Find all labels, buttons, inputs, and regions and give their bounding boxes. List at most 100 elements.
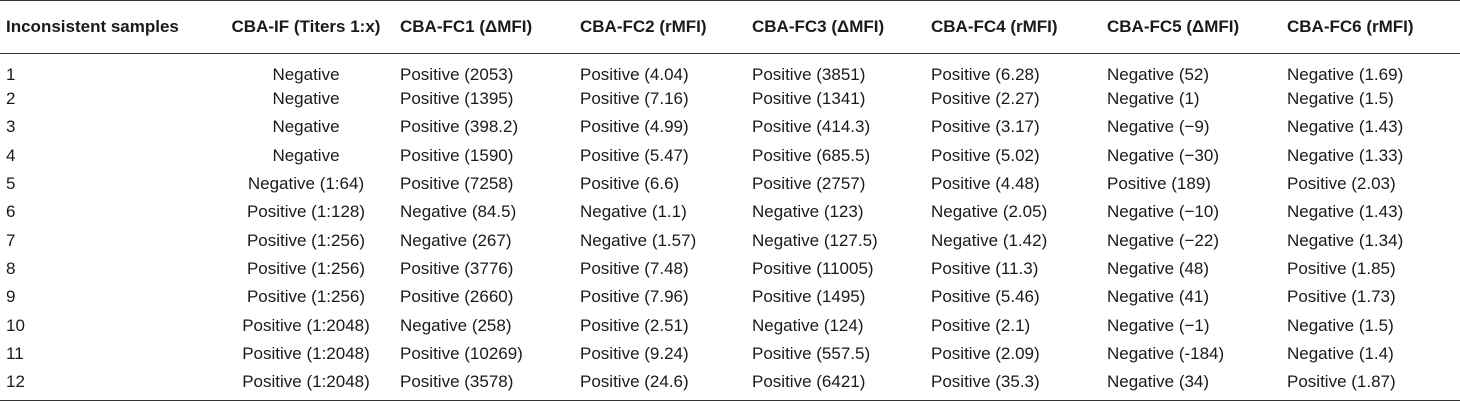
cba-fc5-cell: Negative (41) [1107, 287, 1210, 307]
table-row: 5 Negative (1:64) Positive (7258) Positive … [0, 170, 1460, 198]
header-cba-fc2: CBA-FC2 (rMFI) [580, 16, 707, 36]
sample-id-cell: 9 [6, 287, 16, 307]
header-cba-if: CBA-IF (Titers 1:x) [231, 16, 381, 36]
sample-id-cell: 2 [6, 89, 16, 109]
table-header-rule [0, 53, 1460, 54]
cba-if-cell: Negative [272, 89, 340, 109]
cba-fc3-cell: Positive (1495) [752, 287, 866, 307]
sample-id-cell: 1 [6, 65, 16, 84]
cba-fc3-cell: Positive (557.5) [752, 343, 871, 363]
cba-fc5-cell: Negative (−1) [1107, 315, 1210, 335]
header-cba-fc6: CBA-FC6 (rMFI) [1287, 16, 1414, 36]
table-row: 2 Negative Positive (1395) Positive (7.16) P… [0, 85, 1460, 113]
table-row: 10 Positive (1:2048) Negative (258) Positiv… [0, 311, 1460, 339]
cba-fc4-cell: Positive (4.48) [931, 174, 1040, 194]
cba-fc5-cell: Negative (-184) [1107, 343, 1225, 363]
cba-if-cell: Negative (1:64) [247, 174, 365, 194]
cba-fc2-cell: Positive (2.51) [580, 315, 689, 335]
sample-id-cell: 3 [6, 117, 16, 137]
table-row: 4 Negative Positive (1590) Positive (5.47) P… [0, 142, 1460, 170]
sample-id-cell: 8 [6, 258, 16, 278]
cba-fc3-cell: Positive (414.3) [752, 117, 871, 137]
cba-fc1-cell: Positive (3776) [400, 258, 514, 278]
cba-fc6-cell: Negative (1.34) [1287, 230, 1404, 250]
cba-fc1-cell: Positive (10269) [400, 343, 523, 363]
cba-if-cell: Positive (1:2048) [242, 343, 370, 363]
cba-fc4-cell: Positive (2.09) [931, 343, 1040, 363]
cba-fc1-cell: Negative (258) [400, 315, 512, 335]
cba-fc4-cell: Positive (5.46) [931, 287, 1040, 307]
sample-id-cell: 10 [6, 315, 25, 335]
cba-fc1-cell: Positive (3578) [400, 372, 514, 392]
table-top-rule [0, 0, 1460, 1]
cba-fc5-cell: Negative (−22) [1107, 230, 1219, 250]
cba-fc5-cell: Negative (48) [1107, 258, 1210, 278]
cba-fc6-cell: Positive (2.03) [1287, 174, 1396, 194]
header-cba-fc4: CBA-FC4 (rMFI) [931, 16, 1058, 36]
cba-fc4-cell: Negative (2.05) [931, 202, 1048, 222]
header-cba-fc5: CBA-FC5 (ΔMFI) [1107, 16, 1240, 36]
cba-fc1-cell: Positive (2053) [400, 65, 514, 84]
table-row: 8 Positive (1:256) Positive (3776) Positive… [0, 255, 1460, 283]
header-cba-fc3: CBA-FC3 (ΔMFI) [752, 16, 885, 36]
cba-fc2-cell: Positive (7.48) [580, 258, 689, 278]
sample-id-cell: 6 [6, 202, 16, 222]
cba-fc2-cell: Positive (9.24) [580, 343, 689, 363]
cba-fc6-cell: Negative (1.4) [1287, 343, 1394, 363]
cba-fc1-cell: Negative (84.5) [400, 202, 517, 222]
cba-fc2-cell: Positive (4.99) [580, 117, 689, 137]
cba-fc2-cell: Positive (7.16) [580, 89, 689, 109]
cba-fc3-cell: Positive (1341) [752, 89, 866, 109]
cba-fc6-cell: Positive (1.73) [1287, 287, 1396, 307]
cba-fc3-cell: Negative (123) [752, 202, 864, 222]
cba-fc4-cell: Negative (1.42) [931, 230, 1048, 250]
cba-fc4-cell: Positive (11.3) [931, 258, 1039, 278]
cba-fc5-cell: Negative (−10) [1107, 202, 1219, 222]
table-row: 11 Positive (1:2048) Positive (10269) Posit… [0, 340, 1460, 368]
table-row: 12 Positive (1:2048) Positive (3578) Positi… [0, 368, 1460, 396]
cba-fc3-cell: Negative (124) [752, 315, 864, 335]
cba-fc4-cell: Positive (3.17) [931, 117, 1040, 137]
cba-fc3-cell: Positive (2757) [752, 174, 866, 194]
cba-fc6-cell: Positive (1.85) [1287, 258, 1396, 278]
table-header: Inconsistent samples CBA-IF (Titers 1:x)… [0, 0, 1460, 53]
cba-fc2-cell: Positive (7.96) [580, 287, 689, 307]
cba-fc2-cell: Positive (5.47) [580, 145, 689, 165]
sample-id-cell: 12 [6, 372, 25, 392]
cba-fc5-cell: Negative (−9) [1107, 117, 1210, 137]
cba-fc6-cell: Negative (1.43) [1287, 202, 1404, 222]
header-cba-fc1: CBA-FC1 (ΔMFI) [400, 16, 533, 36]
cba-fc4-cell: Positive (35.3) [931, 372, 1040, 392]
cba-fc6-cell: Negative (1.5) [1287, 89, 1394, 109]
cba-if-cell: Positive (1:256) [246, 287, 366, 307]
cba-fc1-cell: Positive (2660) [400, 287, 514, 307]
cba-if-cell: Negative [272, 117, 340, 137]
sample-id-cell: 11 [6, 343, 24, 363]
cba-fc6-cell: Negative (1.33) [1287, 145, 1404, 165]
cba-fc4-cell: Positive (2.1) [931, 315, 1031, 335]
table-row: 6 Positive (1:128) Negative (84.5) Negative… [0, 198, 1460, 226]
table-row: 3 Negative Positive (398.2) Positive (4.99)… [0, 113, 1460, 141]
cba-fc3-cell: Positive (11005) [752, 258, 874, 278]
sample-id-cell: 4 [6, 145, 16, 165]
sample-id-cell: 7 [6, 230, 16, 250]
cba-if-cell: Positive (1:128) [246, 202, 366, 222]
cba-fc1-cell: Positive (1590) [400, 145, 514, 165]
cba-fc2-cell: Positive (24.6) [580, 372, 689, 392]
cba-fc6-cell: Negative (1.43) [1287, 117, 1404, 137]
cba-fc5-cell: Negative (52) [1107, 65, 1210, 84]
cba-fc2-cell: Positive (6.6) [580, 174, 680, 194]
table-body: 1 Negative Positive (2053) Positive (4.04) P… [0, 53, 1460, 396]
header-inconsistent-samples: Inconsistent samples [6, 16, 179, 36]
cba-if-cell: Negative [272, 145, 340, 165]
cba-fc5-cell: Negative (−30) [1107, 145, 1219, 165]
cba-fc4-cell: Positive (2.27) [931, 89, 1040, 109]
cba-fc1-cell: Negative (267) [400, 230, 512, 250]
cba-if-cell: Negative [272, 65, 340, 84]
cba-fc3-cell: Positive (6421) [752, 372, 866, 392]
cba-fc2-cell: Negative (1.57) [580, 230, 697, 250]
cba-fc2-cell: Negative (1.1) [580, 202, 687, 222]
cba-fc4-cell: Positive (6.28) [931, 65, 1040, 84]
